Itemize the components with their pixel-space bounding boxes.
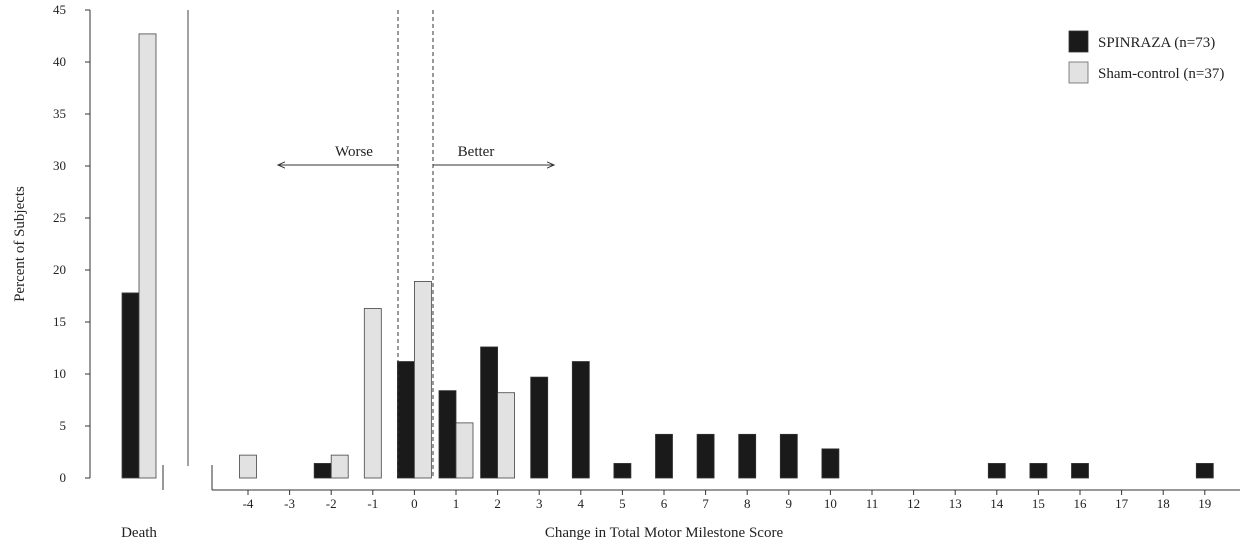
- bar-sham-control: [330, 454, 349, 479]
- annotations: Worse Better: [278, 10, 554, 478]
- x-tick-label: -4: [243, 496, 254, 511]
- x-tick-label: 12: [907, 496, 920, 511]
- better-label: Better: [458, 144, 495, 160]
- bar-spinraza: [779, 433, 798, 479]
- bar-spinraza: [438, 390, 457, 479]
- bar-sham-control: [363, 308, 382, 479]
- legend-swatch-spinraza: [1068, 30, 1089, 53]
- bar-spinraza: [530, 376, 549, 479]
- x-tick-label: 18: [1157, 496, 1170, 511]
- y-axis-title: Percent of Subjects: [12, 186, 28, 302]
- legend-label-spinraza: SPINRAZA (n=73): [1098, 35, 1215, 51]
- bar-sham-control: [497, 392, 516, 479]
- x-tick-label: 14: [990, 496, 1004, 511]
- y-tick-label: 35: [53, 106, 66, 121]
- bar-spinraza: [1029, 463, 1048, 479]
- bar-sham-control: [413, 281, 432, 479]
- y-tick-label: 40: [53, 54, 66, 69]
- x-tick-label: 9: [786, 496, 793, 511]
- x-tick-label: 15: [1032, 496, 1045, 511]
- y-tick-label: 10: [53, 366, 66, 381]
- bar-spinraza: [821, 448, 840, 479]
- x-tick-label: 10: [824, 496, 837, 511]
- legend-label-sham-control: Sham-control (n=37): [1098, 66, 1224, 82]
- x-tick-label: 16: [1074, 496, 1088, 511]
- x-tick-label: 6: [661, 496, 668, 511]
- bar-spinraza: [738, 433, 757, 479]
- legend: SPINRAZA (n=73) Sham-control (n=37): [1068, 30, 1224, 84]
- bars: [121, 33, 1214, 479]
- bar-spinraza: [396, 361, 415, 479]
- bar-sham-control: [239, 454, 257, 479]
- x-tick-label: 8: [744, 496, 751, 511]
- y-tick-label: 20: [53, 262, 66, 277]
- bar-spinraza: [1071, 463, 1089, 479]
- y-tick-label: 45: [53, 2, 66, 17]
- bar-spinraza: [313, 463, 332, 479]
- x-tick-label: 2: [494, 496, 501, 511]
- x-tick-label: 1: [453, 496, 460, 511]
- y-tick-label: 5: [60, 418, 67, 433]
- x-tick-label: -2: [326, 496, 337, 511]
- x-tick-label: 17: [1115, 496, 1129, 511]
- x-tick-label: 4: [578, 496, 585, 511]
- bar-spinraza: [655, 433, 673, 479]
- y-tick-label: 0: [60, 470, 67, 485]
- x-tick-label: 13: [949, 496, 962, 511]
- worse-label: Worse: [335, 144, 373, 160]
- y-tick-label: 15: [53, 314, 66, 329]
- x-tick-label: 11: [866, 496, 879, 511]
- death-bar-spinraza: [121, 292, 140, 479]
- bar-spinraza: [571, 361, 590, 479]
- y-tick-label: 30: [53, 158, 66, 173]
- x-tick-label: 5: [619, 496, 626, 511]
- x-tick-label: 7: [702, 496, 709, 511]
- x-tick-label: -1: [367, 496, 378, 511]
- axes: [85, 9, 1240, 495]
- y-tick-label: 25: [53, 210, 66, 225]
- death-label: Death: [121, 525, 157, 541]
- x-tick-label: 0: [411, 496, 418, 511]
- bar-spinraza: [480, 346, 499, 479]
- bar-spinraza: [613, 463, 632, 479]
- x-tick-label: 3: [536, 496, 543, 511]
- x-tick-label: 19: [1198, 496, 1211, 511]
- bar-spinraza: [696, 433, 715, 479]
- x-tick-label: -3: [284, 496, 295, 511]
- bar-sham-control: [455, 422, 474, 479]
- legend-swatch-sham-control: [1068, 61, 1089, 84]
- x-axis-title: Change in Total Motor Milestone Score: [545, 525, 784, 541]
- bar-spinraza: [987, 463, 1006, 479]
- bar-spinraza: [1195, 463, 1214, 479]
- death-bar-sham: [138, 33, 157, 479]
